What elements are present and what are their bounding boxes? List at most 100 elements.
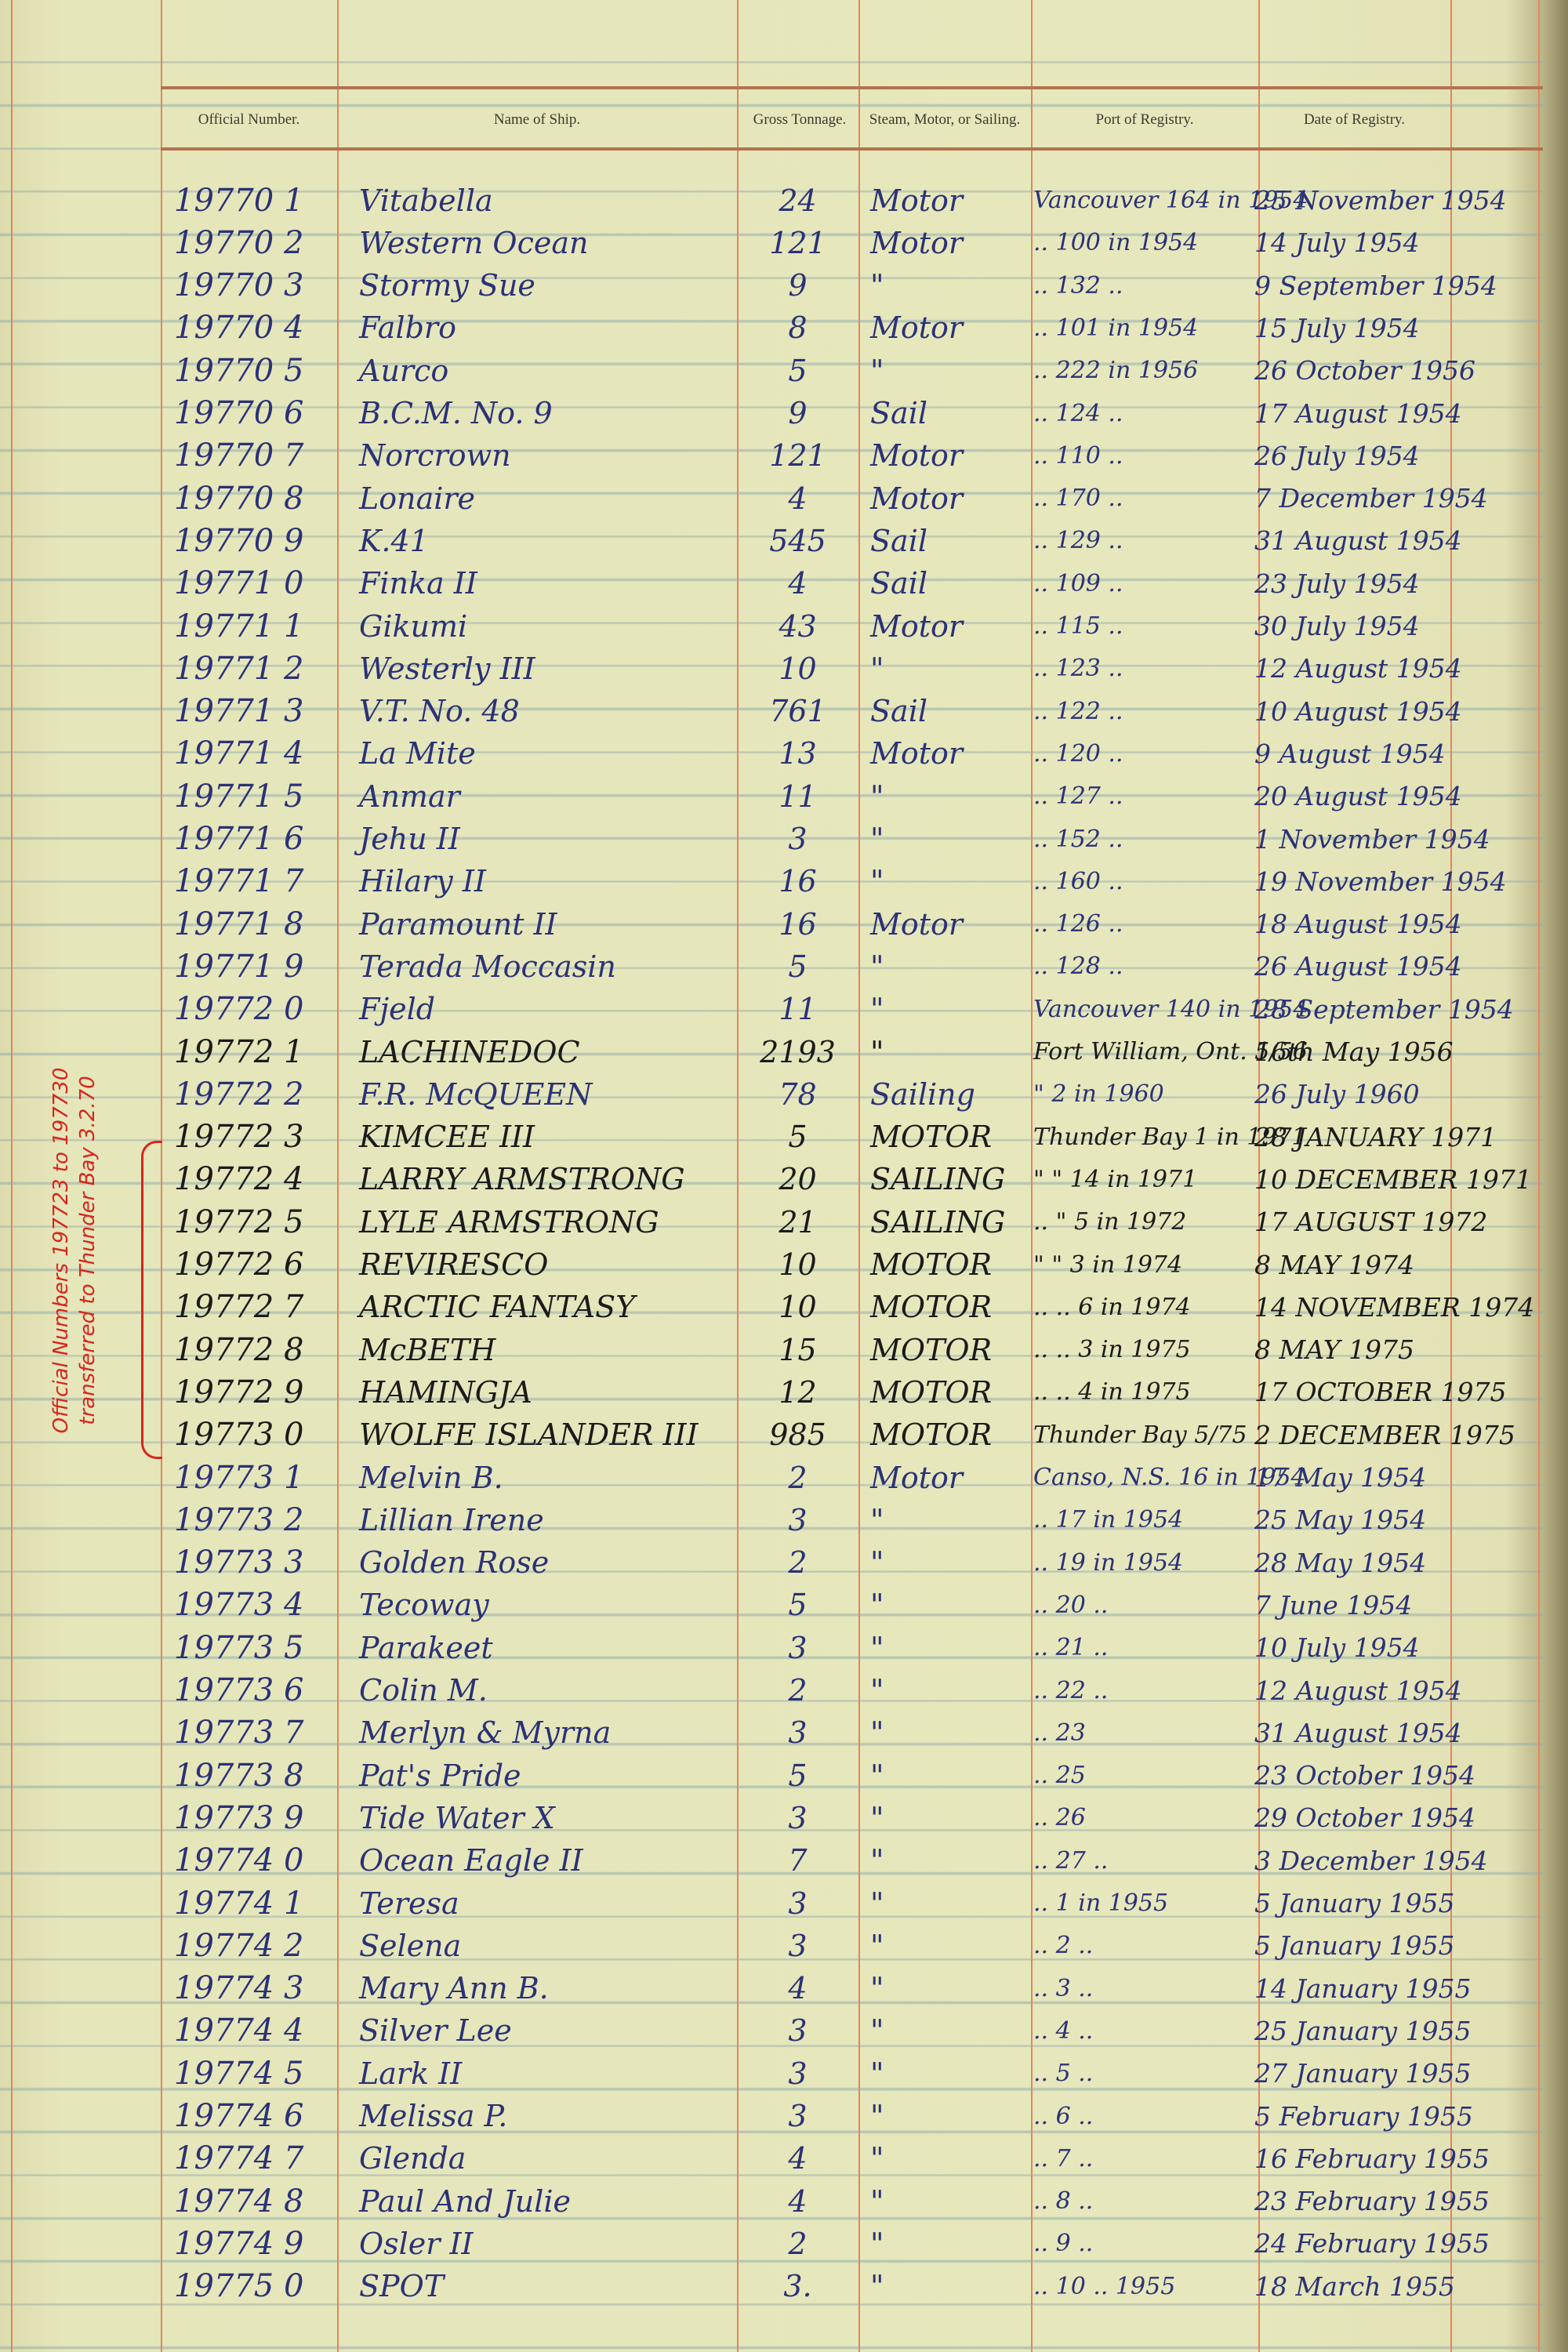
official-number: 19774 2 bbox=[174, 1927, 304, 1964]
port-of-registry: .. 128 .. bbox=[1033, 953, 1123, 981]
port-of-registry: .. 8 .. bbox=[1033, 2187, 1094, 2216]
date-of-registry: 18 March 1955 bbox=[1254, 2270, 1455, 2302]
ship-name: WOLFE ISLANDER III bbox=[359, 1417, 699, 1453]
propulsion: " bbox=[870, 268, 884, 303]
gross-tonnage: 121 bbox=[769, 225, 826, 260]
official-number: 19774 8 bbox=[174, 2183, 304, 2220]
table-row: 19770 7 Norcrown 121 Motor .. 110 .. 26 July … bbox=[0, 434, 1543, 477]
official-number: 19770 8 bbox=[174, 480, 304, 517]
date-of-registry: 25 January 1955 bbox=[1254, 2015, 1472, 2046]
table-row: 19771 4 La Mite 13 Motor .. 120 .. 9 August 1… bbox=[0, 732, 1543, 775]
official-number: 19773 1 bbox=[174, 1459, 304, 1496]
propulsion: " bbox=[870, 1800, 884, 1835]
propulsion: " bbox=[870, 2269, 884, 2304]
official-number: 19770 4 bbox=[174, 310, 304, 347]
official-number: 19772 0 bbox=[174, 991, 304, 1028]
official-number: 19771 3 bbox=[174, 693, 304, 730]
official-number: 19771 1 bbox=[174, 608, 304, 644]
port-of-registry: .. 160 .. bbox=[1033, 867, 1123, 895]
ship-name: Lark II bbox=[359, 2056, 463, 2091]
date-of-registry: 17 May 1954 bbox=[1254, 1462, 1427, 1493]
official-number: 19771 9 bbox=[174, 948, 304, 985]
table-row: 19774 0 Ocean Eagle II 7 " .. 27 .. 3 Decembe… bbox=[0, 1839, 1543, 1882]
port-of-registry: .. 5 .. bbox=[1033, 2060, 1094, 2088]
official-number: 19772 4 bbox=[174, 1161, 304, 1198]
table-row: 19772 7 ARCTIC FANTASY 10 MOTOR .. .. 6 in 1… bbox=[0, 1286, 1543, 1329]
propulsion: Motor bbox=[870, 481, 964, 516]
table-row: 19770 3 Stormy Sue 9 " .. 132 .. 9 September … bbox=[0, 264, 1543, 307]
gross-tonnage: 3 bbox=[788, 2013, 808, 2049]
ship-name: Falbro bbox=[359, 310, 456, 346]
ship-name: Paramount II bbox=[359, 906, 557, 942]
gross-tonnage: 3 bbox=[788, 1886, 808, 1921]
date-of-registry: 12 August 1954 bbox=[1254, 1675, 1462, 1706]
gross-tonnage: 43 bbox=[779, 608, 817, 644]
header-bottom-rule bbox=[161, 147, 1543, 151]
ship-name: Lonaire bbox=[359, 481, 476, 516]
header-propulsion: Steam, Motor, or Sailing. bbox=[869, 111, 1021, 128]
port-of-registry: .. 17 in 1954 bbox=[1033, 1506, 1184, 1534]
official-number: 19774 6 bbox=[174, 2098, 304, 2134]
ship-name: K.41 bbox=[359, 523, 429, 558]
port-of-registry: .. 6 .. bbox=[1033, 2102, 1094, 2130]
official-number: 19770 5 bbox=[174, 352, 304, 389]
propulsion: " bbox=[870, 1502, 884, 1537]
official-number: 19774 9 bbox=[174, 2225, 304, 2262]
ship-name: Pat's Pride bbox=[359, 1758, 521, 1793]
date-of-registry: 26 October 1956 bbox=[1254, 355, 1476, 387]
table-row: 19774 8 Paul And Julie 4 " .. 8 .. 23 Februar… bbox=[0, 2180, 1543, 2223]
gross-tonnage: 11 bbox=[779, 779, 817, 814]
port-of-registry: .. 170 .. bbox=[1033, 485, 1123, 513]
table-row: 19773 4 Tecoway 5 " .. 20 .. 7 June 1954 bbox=[0, 1584, 1543, 1627]
gross-tonnage: 10 bbox=[779, 1290, 817, 1325]
port-of-registry: .. 101 in 1954 bbox=[1033, 314, 1199, 342]
ship-name: Anmar bbox=[359, 779, 460, 814]
official-number: 19772 1 bbox=[174, 1033, 304, 1070]
ship-name: La Mite bbox=[359, 736, 476, 771]
date-of-registry: 17 August 1954 bbox=[1254, 397, 1462, 429]
table-row: 19773 7 Merlyn & Myrna 3 " .. 23 31 August 19… bbox=[0, 1711, 1543, 1755]
table-row: 19770 4 Falbro 8 Motor .. 101 in 1954 15 July… bbox=[0, 307, 1543, 350]
gross-tonnage: 3 bbox=[788, 1502, 808, 1537]
date-of-registry: 2 DECEMBER 1975 bbox=[1254, 1419, 1515, 1450]
official-number: 19774 3 bbox=[174, 1970, 304, 2007]
propulsion: MOTOR bbox=[870, 1290, 993, 1325]
propulsion: " bbox=[870, 1971, 884, 2006]
ship-name: Melissa P. bbox=[359, 2099, 508, 2133]
propulsion: " bbox=[870, 1588, 884, 1623]
official-number: 19774 5 bbox=[174, 2055, 304, 2092]
gross-tonnage: 5 bbox=[788, 1758, 808, 1793]
propulsion: MOTOR bbox=[870, 1247, 993, 1282]
ship-name: Lillian Irene bbox=[359, 1502, 544, 1537]
propulsion: " bbox=[870, 992, 884, 1027]
ship-name: LYLE ARMSTRONG bbox=[359, 1204, 659, 1240]
propulsion: " bbox=[870, 353, 884, 388]
column-rule bbox=[1538, 0, 1540, 2352]
table-row: 19773 1 Melvin B. 2 Motor Canso, N.S. 16 in … bbox=[0, 1456, 1543, 1499]
ship-name: Finka II bbox=[359, 566, 477, 601]
date-of-registry: 8 MAY 1974 bbox=[1254, 1249, 1415, 1280]
table-row: 19770 9 K.41 545 Sail .. 129 .. 31 August 195… bbox=[0, 519, 1543, 562]
propulsion: " bbox=[870, 2056, 884, 2091]
date-of-registry: 8 MAY 1975 bbox=[1254, 1334, 1415, 1366]
gross-tonnage: 16 bbox=[779, 906, 817, 942]
official-number: 19770 6 bbox=[174, 395, 304, 431]
table-row: 19772 5 LYLE ARMSTRONG 21 SAILING .. " 5 in … bbox=[0, 1200, 1543, 1243]
propulsion: " bbox=[870, 2013, 884, 2049]
table-row: 19770 8 Lonaire 4 Motor .. 170 .. 7 December … bbox=[0, 477, 1543, 520]
date-of-registry: 14 July 1954 bbox=[1254, 227, 1420, 259]
table-row: 19773 3 Golden Rose 2 " .. 19 in 1954 28 May … bbox=[0, 1541, 1543, 1584]
port-of-registry: Thunder Bay 5/75 bbox=[1033, 1421, 1247, 1449]
port-of-registry: .. 222 in 1956 bbox=[1033, 357, 1199, 385]
gross-tonnage: 16 bbox=[779, 864, 817, 899]
official-number: 19772 5 bbox=[174, 1203, 304, 1240]
header-name-of-ship: Name of Ship. bbox=[493, 111, 581, 128]
gross-tonnage: 3 bbox=[788, 1715, 808, 1751]
gross-tonnage: 10 bbox=[779, 651, 817, 686]
official-number: 19773 5 bbox=[174, 1629, 304, 1666]
port-of-registry: .. 21 .. bbox=[1033, 1634, 1109, 1662]
date-of-registry: 30 July 1954 bbox=[1254, 611, 1420, 641]
ship-name: KIMCEE III bbox=[359, 1120, 535, 1155]
propulsion: MOTOR bbox=[870, 1374, 993, 1410]
header-date-of-registry: Date of Registry. bbox=[1303, 111, 1406, 128]
